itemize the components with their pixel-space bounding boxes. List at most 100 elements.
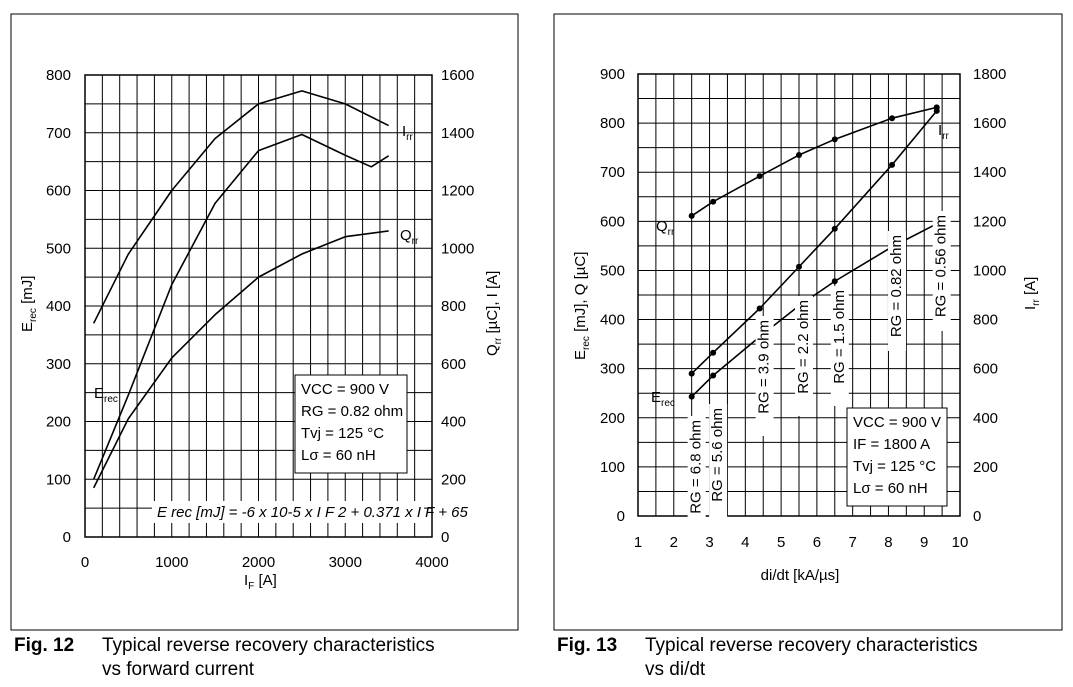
fig13-rg-label: RG = 6.8 ohm (688, 420, 705, 514)
fig12-yr-tick: 0 (441, 529, 449, 546)
fig12-xlabel-main: I (244, 572, 248, 589)
fig13-x-tick: 2 (670, 534, 678, 551)
fig13-point (831, 136, 838, 143)
fig13-point (710, 372, 717, 379)
fig13-rg-label: RG = 1.5 ohm (831, 290, 848, 384)
fig13-yr-tick: 600 (973, 361, 998, 378)
fig12-ylabel-left: Erec [mJ] (19, 276, 39, 332)
fig13-point (831, 278, 838, 285)
fig12-yl-tick: 0 (63, 529, 71, 546)
fig13-point (710, 198, 717, 205)
fig12-erec-label-sub: rec (104, 394, 118, 405)
fig13-x-tick: 3 (705, 534, 713, 551)
fig12-yl-tick: 600 (46, 183, 71, 200)
fig12-qrr-label-sub: rr (412, 236, 419, 247)
fig13-frame (553, 13, 1063, 631)
fig13-yr-tick: 1600 (973, 115, 1006, 132)
fig13-yr-tick: 1000 (973, 262, 1006, 279)
fig13-param: Tvj = 125 °C (853, 458, 936, 475)
fig13-point (756, 305, 763, 312)
fig13-rg-bg (830, 286, 849, 406)
fig13-param-box (846, 407, 948, 507)
fig13-point (796, 152, 802, 159)
fig13-rg-label: RG = 3.9 ohm (756, 320, 773, 414)
fig12-yl-tick: 700 (46, 125, 71, 142)
fig12-yr-tick: 1000 (441, 240, 474, 257)
fig12-yr-tick: 1400 (441, 125, 474, 142)
fig12-param: RG = 0.82 ohm (301, 403, 403, 420)
fig12-erec-label: Erec (94, 385, 118, 405)
fig13-ylabel-left-sub: rec (581, 336, 592, 350)
fig12-irr-label: Irr (402, 123, 414, 143)
fig12-formula: E rec [mJ] = -6 x 10-5 x I F 2 + 0.371 x… (157, 504, 468, 521)
fig12-yl-tick: 400 (46, 298, 71, 315)
fig13-plot-border (637, 73, 961, 517)
fig13-rg-label: RG = 0.56 ohm (933, 215, 950, 317)
fig13-rg-bg (932, 211, 951, 331)
fig13-yr-tick: 200 (973, 459, 998, 476)
fig12-frame (10, 13, 519, 631)
fig13-param: Lσ = 60 nH (853, 480, 928, 497)
fig12-param: VCC = 900 V (301, 381, 389, 398)
fig12-caption: Fig. 12 Typical reverse recovery charact… (14, 634, 514, 680)
fig13-yl-tick: 100 (600, 459, 625, 476)
fig13-x-tick: 5 (777, 534, 785, 551)
fig13-yr-tick: 1800 (973, 66, 1006, 83)
fig13-ylabel-right-main: I (1022, 306, 1039, 310)
fig12-ylabel-left-main: E (19, 322, 36, 332)
fig13-irr-label-sub: rr (942, 131, 949, 142)
fig12-ylabel-left-rest: [mJ] (19, 276, 36, 309)
fig13-qrr-label-sub: rr (668, 227, 675, 238)
fig13-qrr-label-main: Q (656, 218, 668, 235)
fig12-x-tick: 2000 (242, 554, 275, 571)
fig12-annotations: IF [A]Erec [mJ]Qrr [µC], I [A]IrrQrrErec… (19, 123, 504, 592)
fig12-caption-line1: Typical reverse recovery characteristics (102, 635, 435, 656)
fig13-yl-tick: 200 (600, 410, 625, 427)
fig13-point (831, 225, 838, 232)
fig13-yl-tick: 700 (600, 164, 625, 181)
fig13-yl-tick: 500 (600, 262, 625, 279)
fig12-yr-tick: 400 (441, 414, 466, 431)
fig13-ylabel-right-sub: rr (1031, 298, 1042, 305)
fig12-yr-tick: 800 (441, 298, 466, 315)
fig12-formula-bg (152, 501, 424, 523)
fig13-erec-label-sub: rec (661, 398, 675, 409)
fig13-x-tick: 6 (813, 534, 821, 551)
fig13-yr-tick: 400 (973, 410, 998, 427)
fig12-yl-tick: 200 (46, 414, 71, 431)
fig13-tick-labels: 1 2 3 4 5 6 7 8 9 1001002003004005006007008009000… (600, 66, 1006, 551)
fig13-irr-label-main: I (938, 122, 942, 139)
fig12-series-i-rr (92, 90, 389, 324)
fig13-caption-line1: Typical reverse recovery characteristics (645, 635, 978, 656)
fig13-param: IF = 1800 A (853, 436, 930, 453)
fig12-yr-tick: 1200 (441, 183, 474, 200)
fig12-yl-tick: 500 (46, 240, 71, 257)
fig12-ylabel-right-rest: [µC], I [A] (484, 271, 501, 338)
fig12-yr-tick: 200 (441, 471, 466, 488)
fig13-x-tick: 4 (741, 534, 749, 551)
fig12-yr-tick: 600 (441, 356, 466, 373)
fig12-param: Tvj = 125 °C (301, 425, 384, 442)
fig13-qrr-label: Qrr (656, 218, 675, 238)
fig12-x-tick: 1000 (155, 554, 188, 571)
fig13-rg-label: RG = 2.2 ohm (795, 300, 812, 394)
fig13-point (796, 263, 802, 270)
fig13-series-q-rr (691, 106, 937, 217)
fig13-x-tick: 7 (848, 534, 856, 551)
fig12-series-q-rr (92, 230, 389, 489)
fig12-ylabel-right: Qrr [µC], I [A] (484, 271, 504, 356)
fig13-point (933, 107, 940, 114)
fig13-point (710, 349, 717, 356)
fig13-erec-label: Erec (651, 389, 675, 409)
fig13-annotations: di/dt [kA/µs]Erec [mJ], Q [µC] Irr [A]Irr… (572, 122, 1042, 584)
fig13-point (688, 212, 695, 219)
fig13-yl-tick: 0 (617, 508, 625, 525)
fig12-ylabel-right-sub: rr (493, 337, 504, 344)
fig13-yr-tick: 1200 (973, 213, 1006, 230)
fig13-yr-tick: 1400 (973, 164, 1006, 181)
fig13-point (688, 393, 695, 400)
fig12-x-tick: 0 (81, 554, 89, 571)
fig12-qrr-label: Qrr (400, 227, 419, 247)
fig12-yr-tick: 1600 (441, 67, 474, 84)
fig12-ylabel-right-main: Q (484, 344, 501, 356)
